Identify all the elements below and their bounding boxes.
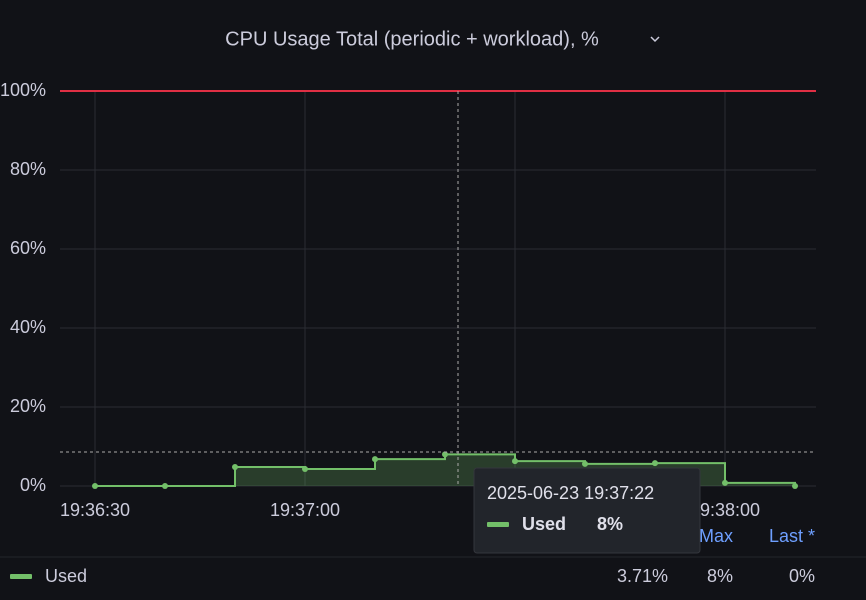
- data-point: [92, 483, 98, 489]
- legend-header[interactable]: Last *: [769, 526, 815, 546]
- data-point: [302, 466, 308, 473]
- y-tick-label: 40%: [10, 317, 46, 337]
- data-point: [722, 479, 728, 486]
- tooltip-series: Used: [522, 514, 566, 534]
- tooltip-swatch: [487, 522, 509, 527]
- y-tick-label: 60%: [10, 238, 46, 258]
- chart-title: CPU Usage Total (periodic + workload), %: [225, 28, 599, 50]
- legend-stat: 8%: [707, 566, 733, 586]
- data-point: [372, 456, 378, 463]
- data-point: [442, 451, 448, 458]
- tooltip: 2025-06-23 19:37:22 Used 8%: [473, 467, 701, 554]
- axis: 0%20%40%60%80%100%19:36:3019:37:0019:37:…: [0, 80, 760, 520]
- y-tick-label: 80%: [10, 159, 46, 179]
- data-point: [162, 483, 168, 489]
- legend-header[interactable]: Max: [699, 526, 733, 546]
- grid: [60, 90, 816, 487]
- data-point: [582, 460, 588, 467]
- y-tick-label: 20%: [10, 396, 46, 416]
- x-tick-label: 19:36:30: [60, 500, 130, 520]
- data-point: [652, 460, 658, 467]
- y-tick-label: 0%: [20, 475, 46, 495]
- data-point: [232, 464, 238, 471]
- tooltip-time: 2025-06-23 19:37:22: [487, 483, 654, 503]
- tooltip-box: [473, 467, 701, 554]
- legend-stat: 3.71%: [617, 566, 668, 586]
- legend-stat: 0%: [789, 566, 815, 586]
- tooltip-value: 8%: [597, 514, 623, 534]
- x-tick-label: 19:37:00: [270, 500, 340, 520]
- data-point: [792, 483, 798, 489]
- title-chevron[interactable]: [650, 36, 660, 43]
- x-tick-label: 19:38:00: [690, 500, 760, 520]
- legend-swatch: [10, 574, 32, 579]
- data-point: [512, 458, 518, 465]
- y-tick-label: 100%: [0, 80, 46, 100]
- series-line: [95, 453, 796, 487]
- legend-label[interactable]: Used: [45, 566, 87, 586]
